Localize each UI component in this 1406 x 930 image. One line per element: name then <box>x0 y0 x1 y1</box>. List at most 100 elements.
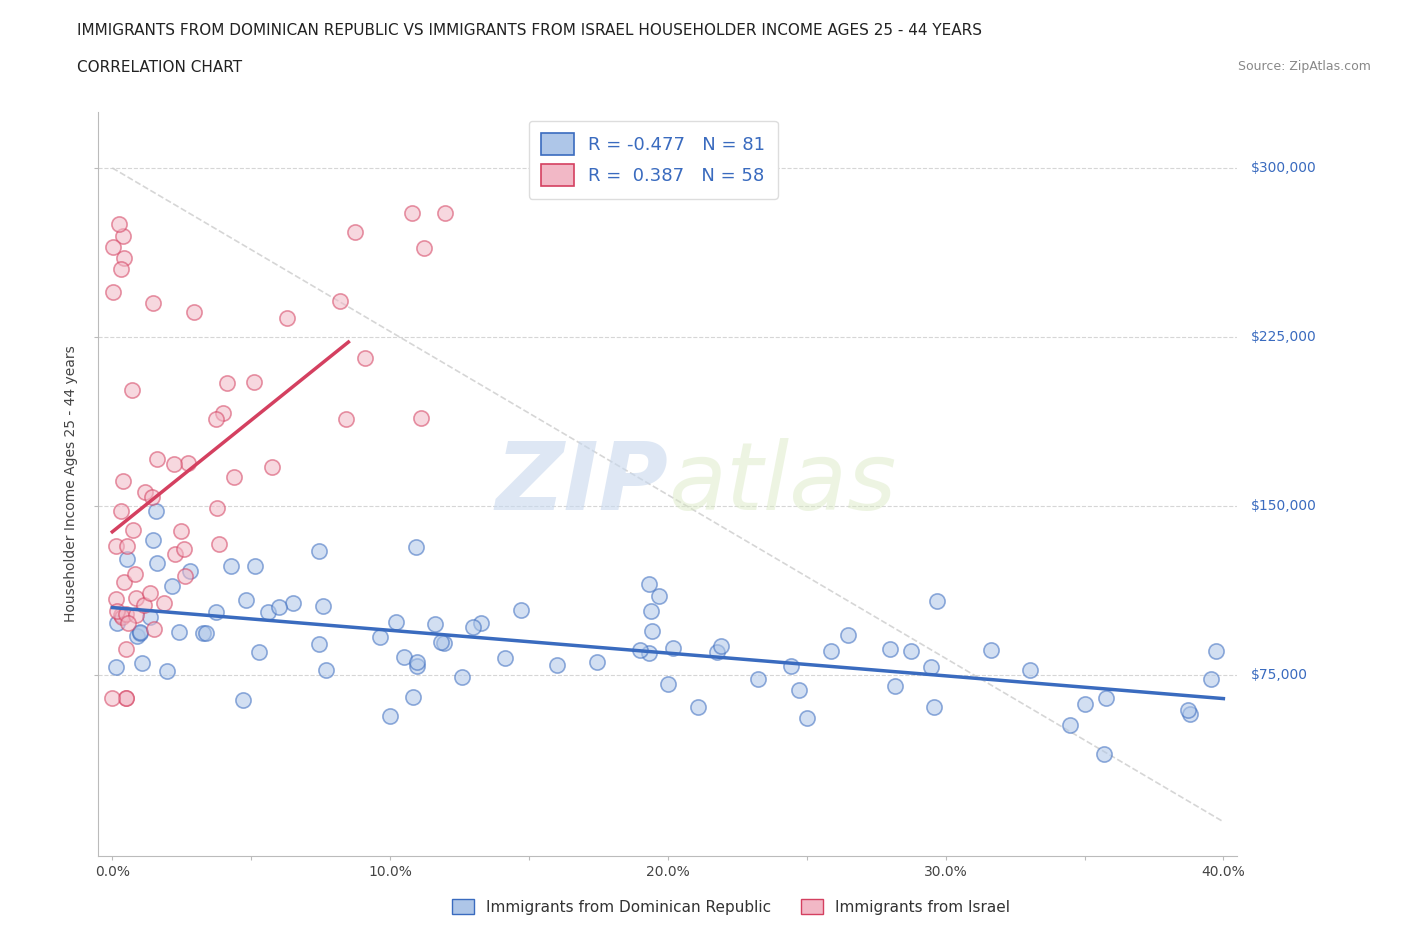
Point <box>262 459 284 474</box>
Point <box>145 503 167 518</box>
Point <box>124 566 146 581</box>
Point <box>920 659 942 674</box>
Point <box>101 285 124 299</box>
Point <box>1178 707 1201 722</box>
Point <box>450 670 472 684</box>
Point <box>686 699 709 714</box>
Point <box>429 635 451 650</box>
Point <box>125 607 148 622</box>
Point <box>205 412 228 427</box>
Point <box>405 539 427 554</box>
Y-axis label: Householder Income Ages 25 - 44 years: Householder Income Ages 25 - 44 years <box>65 345 79 622</box>
Point <box>789 683 811 698</box>
Point <box>401 206 423 220</box>
Point <box>129 625 152 640</box>
Point <box>706 644 728 659</box>
Point <box>640 604 662 618</box>
Point <box>509 603 531 618</box>
Point <box>125 591 148 605</box>
Point <box>243 559 266 574</box>
Point <box>179 564 201 578</box>
Point <box>657 676 679 691</box>
Point <box>115 551 138 566</box>
Point <box>139 586 162 601</box>
Point <box>312 599 335 614</box>
Point <box>110 262 132 277</box>
Point <box>378 709 401 724</box>
Point <box>638 645 661 660</box>
Point <box>105 591 128 606</box>
Point <box>146 556 169 571</box>
Point <box>170 524 193 538</box>
Point <box>110 504 132 519</box>
Point <box>232 692 254 707</box>
Point <box>247 644 270 659</box>
Point <box>156 663 179 678</box>
Point <box>879 642 901 657</box>
Point <box>463 619 485 634</box>
Point <box>1199 671 1222 686</box>
Point <box>412 240 434 255</box>
Text: CORRELATION CHART: CORRELATION CHART <box>77 60 242 75</box>
Point <box>837 628 859 643</box>
Point <box>183 304 205 319</box>
Point <box>648 589 671 604</box>
Text: $300,000: $300,000 <box>1251 161 1317 175</box>
Point <box>662 641 685 656</box>
Point <box>115 606 138 621</box>
Point <box>405 655 427 670</box>
Legend: R = -0.477   N = 81, R =  0.387   N = 58: R = -0.477 N = 81, R = 0.387 N = 58 <box>529 121 778 199</box>
Point <box>242 375 264 390</box>
Point <box>637 577 659 591</box>
Text: ZIP: ZIP <box>495 438 668 529</box>
Point <box>1095 691 1118 706</box>
Text: atlas: atlas <box>668 438 896 529</box>
Point <box>163 456 186 471</box>
Point <box>1073 696 1095 711</box>
Point <box>1092 747 1115 762</box>
Point <box>110 607 132 622</box>
Point <box>174 568 197 583</box>
Point <box>353 351 375 365</box>
Point <box>112 251 135 266</box>
Point <box>146 451 169 466</box>
Point <box>432 636 454 651</box>
Point <box>105 616 128 631</box>
Point <box>281 596 304 611</box>
Point <box>925 594 948 609</box>
Point <box>1177 702 1199 717</box>
Point <box>1205 644 1227 658</box>
Point <box>104 538 127 553</box>
Point <box>167 624 190 639</box>
Point <box>409 411 432 426</box>
Point <box>222 470 245 485</box>
Point <box>779 658 801 673</box>
Point <box>335 411 357 426</box>
Point <box>900 644 922 658</box>
Point <box>111 610 134 625</box>
Point <box>112 473 135 488</box>
Point <box>628 642 651 657</box>
Point <box>121 383 143 398</box>
Point <box>217 376 239 391</box>
Point <box>125 629 148 644</box>
Point <box>710 639 733 654</box>
Point <box>134 485 156 499</box>
Point <box>115 538 138 553</box>
Point <box>115 690 138 705</box>
Point <box>221 558 243 573</box>
Point <box>112 228 135 243</box>
Point <box>193 625 215 640</box>
Point <box>153 595 176 610</box>
Point <box>315 663 337 678</box>
Point <box>142 296 165 311</box>
Point <box>139 609 162 624</box>
Point <box>546 658 568 672</box>
Point <box>141 490 163 505</box>
Point <box>922 699 945 714</box>
Point <box>433 206 456 220</box>
Point <box>585 655 607 670</box>
Point <box>344 224 367 239</box>
Point <box>385 615 408 630</box>
Point <box>122 523 145 538</box>
